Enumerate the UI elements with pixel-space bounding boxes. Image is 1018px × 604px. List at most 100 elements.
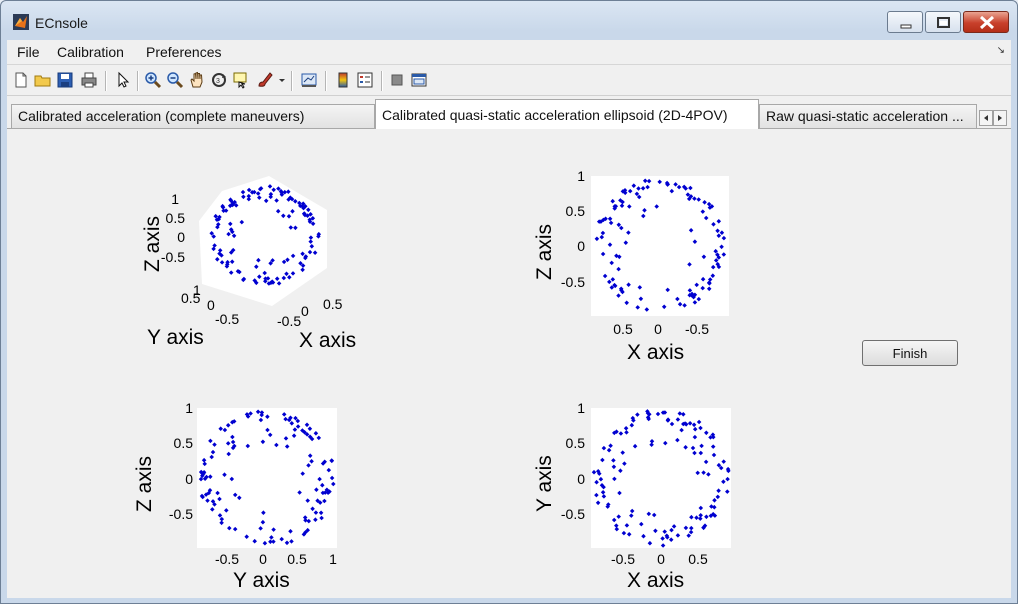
z-axis-label: Z axis (141, 216, 164, 272)
scatter-point (263, 278, 268, 284)
close-button[interactable] (963, 11, 1009, 33)
scatter-point (655, 411, 661, 417)
scatter-point (702, 523, 708, 528)
menu-calibration[interactable]: Calibration (57, 44, 124, 60)
show-plot-tools-icon[interactable] (409, 70, 429, 90)
scatter-point (201, 457, 207, 463)
x-tick-label: 0 (657, 551, 665, 567)
scatter-point (281, 213, 286, 219)
y-tick-label: 0 (577, 238, 585, 254)
x-tick-label: -0.5 (277, 313, 301, 329)
scatter-point (324, 487, 330, 493)
svg-text:3: 3 (216, 78, 220, 85)
plot-3d-ellipsoid[interactable]: 1 0.5 0 -0.5 1 0.5 0 -0.5 0.5 0 -0.5 Z a… (127, 166, 377, 356)
minimize-icon (900, 24, 912, 29)
print-icon[interactable] (79, 70, 99, 90)
restore-icon (937, 17, 950, 28)
colorbar-icon[interactable] (333, 70, 353, 90)
scatter-point (229, 259, 235, 264)
scatter-point (225, 423, 231, 428)
matlab-app-icon (13, 14, 29, 30)
menu-dock-icon[interactable]: ↘ (996, 45, 1005, 56)
scatter-point (708, 435, 713, 440)
y-tick-label: 1 (577, 400, 585, 416)
scatter-point (599, 483, 605, 488)
tab-raw-quasi-static[interactable]: Raw quasi-static acceleration ... (759, 104, 977, 128)
scatter-point (263, 198, 269, 204)
toolbar-separator (137, 71, 139, 91)
pointer-icon[interactable] (113, 70, 133, 90)
x-tick-label: -0.5 (685, 321, 709, 337)
scatter-point (211, 246, 216, 252)
rotate-3d-icon[interactable]: 3 (209, 70, 229, 90)
scatter-point (271, 539, 276, 544)
toolbar-separator (105, 71, 107, 91)
scatter-point (224, 264, 230, 269)
tab-scroll-right-button[interactable] (993, 110, 1007, 126)
scatter-point (636, 186, 641, 191)
y-tick-label: 0 (207, 297, 215, 313)
y-tick-label: -0.5 (561, 274, 585, 290)
menu-file[interactable]: File (17, 44, 40, 60)
brush-icon[interactable] (255, 70, 275, 90)
scatter-point (642, 208, 647, 213)
menu-preferences[interactable]: Preferences (146, 44, 222, 60)
x-tick-label: 0.5 (287, 551, 307, 567)
scatter-point (309, 244, 315, 249)
y-tick-label: 0 (577, 471, 585, 487)
data-cursor-icon[interactable] (231, 70, 251, 90)
x-tick-label: 0.5 (613, 321, 633, 337)
zoom-out-icon[interactable] (165, 70, 185, 90)
open-folder-icon[interactable] (33, 70, 53, 90)
scatter-point (298, 203, 303, 209)
plot-y-z[interactable]: 1 0.5 0 -0.5 -0.5 0 0.5 1 Z axis Y axis (125, 398, 365, 598)
scatter-point (306, 207, 311, 213)
legend-icon[interactable] (355, 70, 375, 90)
y-tick-label: 0.5 (566, 203, 586, 219)
link-plot-icon[interactable] (299, 70, 319, 90)
plot-3d-background (199, 176, 327, 306)
scatter-point (711, 452, 717, 458)
x-tick-label: 0 (301, 303, 309, 319)
scatter-point (686, 533, 691, 538)
x-axis-label: X axis (299, 329, 356, 352)
scatter-point (257, 195, 262, 200)
plot-x-z[interactable]: 1 0.5 0 -0.5 0.5 0 -0.5 Z axis X axis (517, 166, 757, 366)
scatter-point (268, 539, 273, 544)
tab-calibrated-acceleration[interactable]: Calibrated acceleration (complete maneuv… (11, 104, 375, 128)
x-tick-label: 0 (259, 551, 267, 567)
tab-calibrated-ellipsoid[interactable]: Calibrated quasi-static acceleration ell… (375, 99, 759, 129)
new-file-icon[interactable] (11, 70, 31, 90)
scatter-point (254, 264, 259, 269)
scatter-point (303, 204, 308, 209)
scatter-point (692, 300, 698, 305)
hide-plot-tools-icon[interactable] (387, 70, 407, 90)
scatter-point (319, 515, 324, 521)
scatter-point (698, 513, 703, 518)
x-tick-label: 0.5 (688, 551, 708, 567)
minimize-button[interactable] (887, 11, 923, 33)
toolbar-separator (291, 71, 293, 91)
plot-x-y[interactable]: 1 0.5 0 -0.5 -0.5 0 0.5 Y axis X axis (517, 398, 757, 598)
x-tick-label: 0.5 (323, 296, 343, 312)
finish-button[interactable]: Finish (862, 340, 958, 366)
toolbar-separator (381, 71, 383, 91)
scatter-point (252, 538, 257, 544)
save-icon[interactable] (55, 70, 75, 90)
y-tick-label: -0.5 (561, 506, 585, 522)
chevron-right-icon (998, 115, 1002, 121)
tab-scroll-left-button[interactable] (979, 110, 993, 126)
scatter-point (694, 515, 699, 520)
maximize-button[interactable] (925, 11, 961, 33)
scatter-point (661, 304, 667, 310)
y-axis-label: Y axis (533, 455, 556, 512)
menu-bar: File Calibration Preferences ↘ (7, 40, 1011, 65)
dropdown-arrow-icon[interactable] (277, 70, 287, 90)
y-tick-label: 0.5 (566, 435, 586, 451)
scatter-point (202, 476, 208, 481)
zoom-in-icon[interactable] (143, 70, 163, 90)
scatter-point (222, 472, 227, 477)
scatter-point (665, 535, 670, 540)
pan-hand-icon[interactable] (187, 70, 207, 90)
scatter-point (691, 294, 696, 300)
